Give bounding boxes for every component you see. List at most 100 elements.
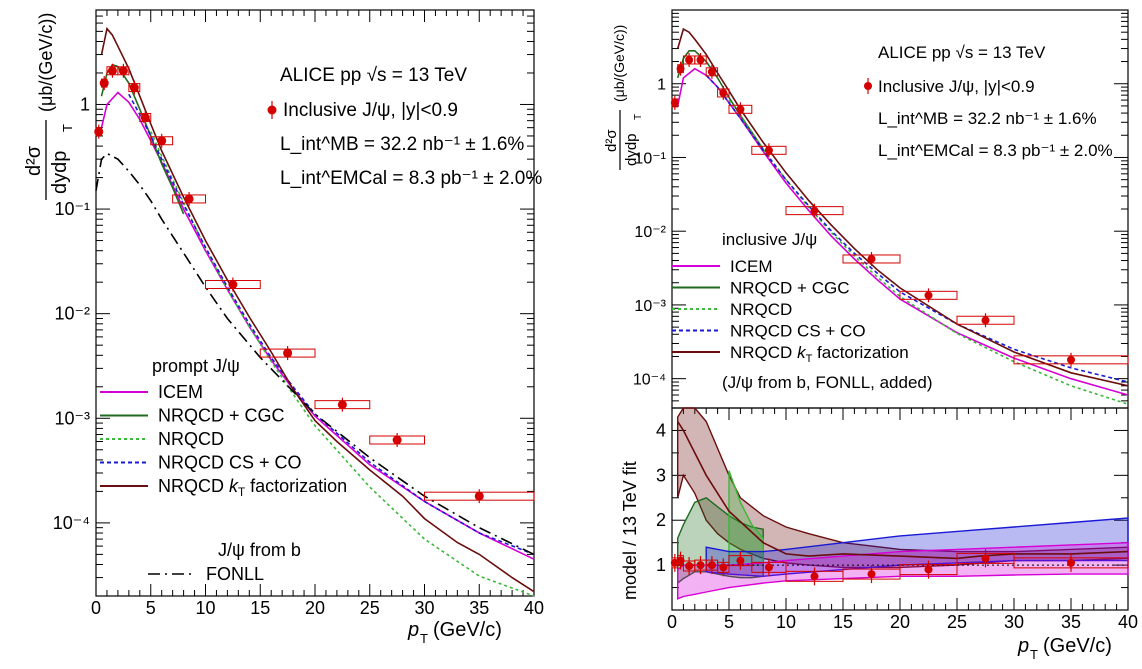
- left-lumi-emcal: L_int^EMCal = 8.3 pb⁻¹ ± 2.0%: [280, 168, 542, 189]
- right-x-ticks: 0 5 10 15 20 25 30 35 40: [667, 408, 1138, 632]
- right-data-point: [981, 316, 990, 325]
- right-ratio-ytick-label: 3: [656, 465, 666, 485]
- right-lumi-emcal: L_int^EMCal = 8.3 pb⁻¹ ± 2.0%: [878, 141, 1113, 160]
- left-legend-title: prompt J/ψ: [152, 356, 240, 376]
- left-legend-items: ICEM NRQCD + CGC NRQCD NRQCD CS + CO NRQCD k…: [100, 382, 347, 499]
- left-data-point: [228, 280, 238, 290]
- left-xtick-label-30: 30: [414, 598, 434, 618]
- left-data-point: [107, 66, 117, 76]
- right-ratio-data-point: [810, 572, 819, 581]
- left-data-point: [392, 435, 402, 445]
- right-xtick-label-30: 30: [1004, 612, 1024, 632]
- right-title: ALICE pp √s = 13 TeV: [878, 43, 1046, 62]
- left-ytick-label: 10⁻²: [54, 304, 90, 324]
- right-ratio-data-point: [981, 554, 990, 563]
- left-chart-panel: 0 5 10 15 20 25 30 35 40 10⁻⁴ 10⁻³ 10⁻² 10⁻¹ 1 d²σ d…: [23, 9, 544, 646]
- left-lumi-mb: L_int^MB = 32.2 nb⁻¹ ± 1.6%: [280, 134, 524, 155]
- right-data-point: [676, 64, 685, 73]
- right-legend-title: inclusive J/ψ: [722, 230, 817, 249]
- right-xlabel-main: p: [1017, 635, 1029, 657]
- right-legend-label-nrqcd-kt-factorization: NRQCD kT factorization: [730, 343, 909, 365]
- right-ylabel-num: d²σ: [603, 129, 620, 152]
- left-data-point: [94, 127, 104, 137]
- left-xtick-label-10: 10: [195, 598, 215, 618]
- left-data-point: [140, 113, 150, 123]
- right-curve-nrqcd: [728, 99, 1129, 405]
- left-xtick-label-0: 0: [91, 598, 101, 618]
- right-ytick-label: 10⁻²: [634, 224, 666, 241]
- left-ytick-label: 10⁻¹: [54, 199, 90, 219]
- right-xtick-label-20: 20: [890, 612, 910, 632]
- right-legend-label-nrqcd-cs-co: NRQCD CS + CO: [730, 322, 866, 341]
- right-ratio-data-point: [1067, 558, 1075, 567]
- right-xtick-label-5: 5: [724, 612, 734, 632]
- right-xlabel-sub: T: [1030, 647, 1038, 662]
- right-ratio-data-point: [764, 563, 773, 572]
- left-xtick-label-40: 40: [524, 598, 544, 618]
- right-xlabel-unit: (GeV/c): [1043, 635, 1112, 657]
- left-legend-fonll-label: FONLL: [206, 564, 264, 584]
- left-legend-label-nrqcd-cs-co: NRQCD CS + CO: [158, 453, 302, 473]
- right-ylabel-den-sub: T: [633, 114, 644, 120]
- left-data-point: [157, 136, 167, 146]
- right-xtick-label-15: 15: [833, 612, 853, 632]
- left-legend: prompt J/ψ ICEM NRQCD + CGC NRQCD NRQCD CS …: [100, 356, 347, 584]
- right-data-point: [810, 206, 819, 215]
- right-ratio-data-point: [867, 570, 876, 579]
- left-ylabel-den: dydp: [49, 151, 71, 194]
- left-data-point: [118, 66, 128, 76]
- left-x-axis-label: p T (GeV/c): [407, 619, 502, 646]
- left-title: ALICE pp √s = 13 TeV: [280, 65, 467, 86]
- left-legend-label-nrqcd-kt-factorization: NRQCD kT factorization: [158, 476, 347, 499]
- left-xtick-label-5: 5: [146, 598, 156, 618]
- left-data-points: [94, 63, 535, 504]
- right-xtick-label-0: 0: [667, 612, 677, 632]
- right-data-points: [670, 52, 1129, 367]
- right-ratio-data-point: [696, 561, 705, 570]
- left-xtick-label-35: 35: [469, 598, 489, 618]
- right-curve-nrqcd-cs-co: [705, 74, 1129, 383]
- left-x-ticks: 0 5 10 15 20 25 30 35 40: [91, 10, 544, 618]
- right-curve-icem: [676, 67, 1129, 396]
- left-y-axis-label: d²σ dydp T (μb/(GeV/c)): [23, 13, 75, 200]
- left-curve-nrqcd-kt-factorization: [100, 26, 535, 593]
- right-ratio-data-points: [670, 549, 1129, 586]
- right-legend: inclusive J/ψ ICEM NRQCD + CGC NRQCD NRQCD …: [672, 230, 933, 392]
- right-chart-panel: 0 5 10 15 20 25 30 35 40 10⁻⁴10⁻³10⁻²10⁻¹1 1234 …: [603, 9, 1138, 662]
- left-legend-label-nrqcd: NRQCD: [158, 429, 224, 449]
- right-ratio-ytick-label: 2: [656, 510, 666, 530]
- left-legend-label-nrqcd-cgc: NRQCD + CGC: [158, 406, 285, 426]
- left-y-ticks: 10⁻⁴ 10⁻³ 10⁻² 10⁻¹ 1: [53, 9, 534, 597]
- left-xlabel-main: p: [407, 619, 419, 641]
- right-data-label: Inclusive J/ψ, |y|<0.9: [878, 77, 1035, 96]
- right-ratio-data-point: [924, 565, 933, 574]
- right-legend-label-nrqcd-cgc: NRQCD + CGC: [730, 279, 849, 298]
- left-xtick-label-25: 25: [360, 598, 380, 618]
- left-ylabel-unit: (μb/(GeV/c)): [36, 13, 56, 112]
- right-xtick-label-10: 10: [776, 612, 796, 632]
- left-legend-label-icem: ICEM: [158, 382, 203, 402]
- right-data-point: [764, 146, 773, 155]
- left-curve-fonll: [95, 152, 535, 556]
- right-ratio-ylabel: model / 13 TeV fit: [620, 461, 640, 600]
- left-xtick-label-15: 15: [250, 598, 270, 618]
- left-data-point: [474, 491, 484, 501]
- right-y-axis-label: d²σ dydp T (μb/(GeV/c)): [603, 25, 644, 170]
- right-ytick-label: 10⁻¹: [634, 150, 666, 167]
- left-xtick-label-20: 20: [305, 598, 325, 618]
- right-data-point: [719, 88, 728, 97]
- right-xtick-label-35: 35: [1061, 612, 1081, 632]
- right-ratio-data-point: [736, 556, 745, 565]
- right-ylabel-den: dydp: [623, 133, 640, 166]
- right-ratio-data-point: [676, 556, 685, 565]
- left-data-point: [129, 83, 139, 93]
- right-data-point: [1067, 355, 1075, 364]
- right-legend-label-icem: ICEM: [730, 257, 773, 276]
- left-ylabel-num: d²σ: [23, 145, 45, 176]
- left-theory-curves: [95, 26, 535, 597]
- right-ytick-label: 10⁻⁴: [633, 372, 666, 389]
- right-x-axis-label: p T (GeV/c): [1017, 635, 1112, 662]
- left-legend-b-title: J/ψ from b: [218, 540, 301, 560]
- right-ratio-data-point: [719, 563, 728, 572]
